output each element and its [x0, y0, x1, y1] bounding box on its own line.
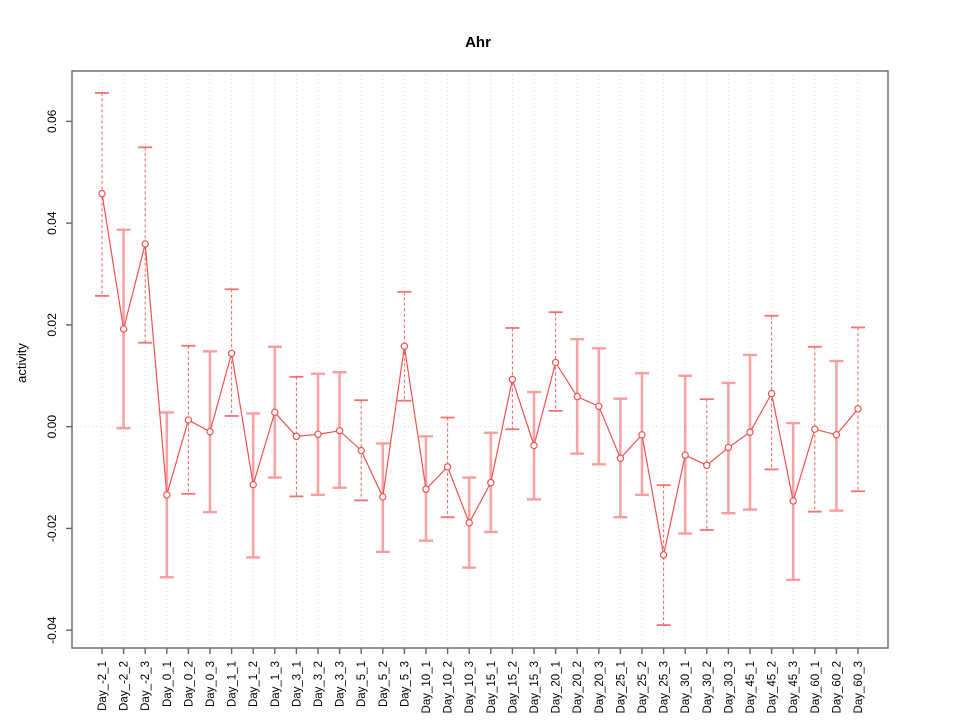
- x-tick-label: Day_3_2: [313, 661, 325, 707]
- y-axis-label: activity: [14, 343, 29, 383]
- data-point: [292, 432, 301, 441]
- data-point: [832, 431, 841, 439]
- x-tick-label: Day_30_3: [723, 661, 735, 713]
- x-tick-label: Day_15_2: [507, 661, 519, 713]
- x-tick-label: Day_25_3: [659, 661, 671, 713]
- data-point: [767, 389, 776, 398]
- x-tick-label: Day_25_2: [637, 661, 649, 713]
- data-point: [638, 431, 646, 439]
- data-point: [487, 478, 495, 487]
- x-tick-label: Day_20_3: [594, 661, 606, 713]
- y-tick-label: -0.04: [45, 616, 59, 644]
- x-tick-label: Day_5_3: [399, 661, 411, 707]
- x-tick-label: Day_60_1: [810, 661, 822, 713]
- x-tick-label: Day_30_1: [680, 661, 692, 713]
- x-tick-label: Day_45_3: [788, 661, 800, 713]
- x-tick-label: Day_3_3: [335, 661, 347, 707]
- y-tick-label: 0.04: [45, 211, 59, 235]
- data-point: [616, 454, 625, 462]
- x-tick-label: Day_10_3: [464, 661, 476, 713]
- data-point: [703, 461, 711, 470]
- data-point: [249, 480, 257, 489]
- data-point: [573, 392, 581, 401]
- x-tick-label: Day_60_3: [853, 661, 865, 713]
- plot-box: [71, 70, 889, 649]
- y-tick-label: -0.02: [45, 514, 59, 542]
- series-line: [101, 193, 859, 556]
- x-tick-label: Day_15_3: [529, 661, 541, 713]
- x-tick-label: Day_10_1: [421, 661, 433, 713]
- data-point: [551, 358, 560, 367]
- x-tick-label: Day_5_2: [378, 661, 390, 707]
- data-point: [681, 451, 689, 459]
- data-point: [206, 428, 214, 436]
- x-tick-label: Day_1_1: [227, 661, 239, 707]
- data-point: [379, 493, 387, 501]
- x-tick-label: Day_10_2: [443, 661, 455, 713]
- data-point: [789, 497, 797, 505]
- chart-title: Ahr: [465, 34, 491, 51]
- x-tick-label: Day_60_2: [831, 661, 843, 713]
- data-point: [357, 446, 365, 455]
- x-tick-label: Day_1_3: [270, 661, 282, 707]
- data-point: [508, 375, 517, 384]
- data-point: [443, 463, 452, 471]
- x-tick-label: Day_30_2: [702, 661, 714, 713]
- chart-layer: -0.04 -0.02 0.00 0.02 0.04 0.06 Day_-2_1 Day_-2…: [45, 70, 889, 713]
- data-point: [595, 402, 603, 411]
- data-point: [530, 441, 538, 450]
- x-tick-label: Day_0_2: [183, 661, 195, 707]
- x-tick-label: Day_-2_3: [140, 661, 152, 711]
- data-point: [141, 240, 149, 248]
- data-point: [314, 430, 322, 438]
- x-tick-label: Day_1_2: [248, 661, 260, 707]
- x-tick-label: Day_20_2: [572, 661, 584, 713]
- x-tick-label: Day_15_1: [486, 661, 498, 713]
- x-tick-label: Day_-2_2: [119, 661, 131, 711]
- y-tick-label: 0.06: [45, 109, 59, 133]
- y-tick-label: 0.00: [45, 415, 59, 439]
- data-point: [271, 408, 279, 417]
- data-point: [854, 405, 862, 413]
- x-tick-label: Day_0_1: [162, 661, 174, 707]
- x-tick-label: Day_45_2: [767, 661, 779, 713]
- x-tick-label: Day_25_1: [615, 661, 627, 713]
- data-point: [184, 416, 193, 424]
- data-point: [335, 427, 344, 435]
- data-point: [422, 485, 430, 493]
- data-point: [227, 349, 236, 358]
- x-tick-label: Day_45_1: [745, 661, 757, 713]
- x-tick-label: Day_5_1: [356, 661, 368, 707]
- data-point: [163, 491, 171, 499]
- data-point: [465, 519, 473, 527]
- data-point: [400, 342, 409, 350]
- data-point: [659, 551, 668, 559]
- x-tick-label: Day_3_1: [291, 661, 303, 707]
- x-tick-label: Day_20_1: [551, 661, 563, 713]
- data-point: [98, 189, 106, 198]
- data-point: [119, 325, 128, 333]
- data-point: [811, 425, 819, 433]
- data-point: [724, 443, 733, 452]
- x-tick-label: Day_0_3: [205, 661, 217, 707]
- y-tick-label: 0.02: [45, 313, 59, 337]
- data-point: [746, 428, 754, 436]
- x-tick-label: Day_-2_1: [97, 661, 109, 711]
